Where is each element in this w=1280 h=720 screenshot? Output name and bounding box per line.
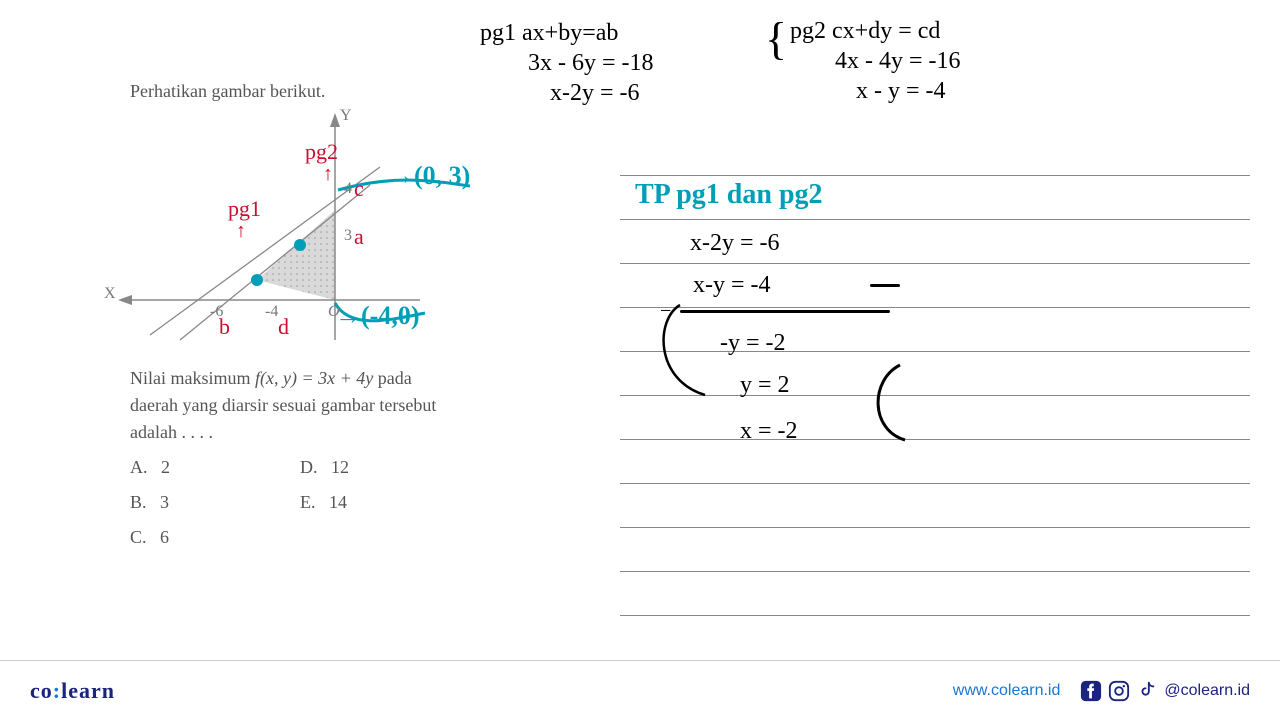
q-line3: adalah . . . .	[130, 422, 213, 442]
brand-logo: co:learn	[30, 678, 115, 704]
c-label: c	[354, 177, 364, 201]
facebook-icon[interactable]	[1080, 680, 1102, 702]
connector-curve	[650, 290, 750, 410]
tp-header: TP pg1 dan pg2	[635, 180, 823, 211]
problem-prompt: Perhatikan gambar berikut.	[130, 78, 600, 105]
axis-x-label: X	[104, 285, 116, 303]
option-b: B. 3	[130, 489, 300, 516]
option-a: A. 2	[130, 454, 300, 481]
brace-icon: {	[765, 14, 787, 65]
a-label: a	[354, 225, 364, 249]
b-label: b	[219, 315, 230, 339]
q-suf1: pada	[373, 368, 411, 388]
tiktok-icon[interactable]	[1136, 680, 1158, 702]
pg2-label: pg2	[305, 140, 338, 164]
tick-y4: 4	[344, 180, 352, 198]
work5: x = -2	[740, 418, 798, 444]
pg2-arrow: ↑	[323, 163, 333, 185]
pt-m4-0: →(-4,0)	[335, 302, 419, 331]
q-prefix: Nilai maksimum	[130, 368, 255, 388]
hw-top2b: 4x - 4y = -16	[835, 48, 961, 74]
footer-right: www.colearn.id @colearn.id	[953, 680, 1250, 702]
hw-top2c: x - y = -4	[856, 78, 946, 104]
socials-group: @colearn.id	[1080, 680, 1250, 702]
tick-mark	[870, 284, 900, 287]
tick-x-m4: -4	[265, 303, 278, 321]
q-func: f(x, y) = 3x + 4y	[255, 368, 373, 388]
footer-bar: co:learn www.colearn.id @colearn.id	[0, 660, 1280, 720]
tick-y3: 3	[344, 227, 352, 245]
d-label: d	[278, 315, 289, 339]
hw-top1a: pg1 ax+by=ab	[480, 20, 618, 46]
graph-figure: X Y 4 3 -6 -4 O pg1 ↑ pg2 ↑ c a b d →(0,…	[110, 105, 470, 350]
social-handle: @colearn.id	[1164, 682, 1250, 700]
axis-y-label: Y	[340, 107, 352, 125]
q-line2: daerah yang diarsir sesuai gambar terseb…	[130, 395, 436, 415]
pg1-label: pg1	[228, 197, 261, 221]
option-d: D. 12	[300, 454, 470, 481]
options-grid: A. 2 D. 12 B. 3 E. 14 C. 6	[130, 454, 600, 551]
hw-top1b: 3x - 6y = -18	[528, 50, 654, 76]
brand-prefix: co	[30, 678, 53, 703]
pt-0-3: →(0, 3)	[388, 162, 470, 191]
problem-question: Nilai maksimum f(x, y) = 3x + 4y pada da…	[130, 365, 600, 446]
hw-top1c: x-2y = -6	[550, 80, 640, 106]
option-e: E. 14	[300, 489, 470, 516]
brand-dot: :	[53, 678, 61, 703]
pg1-arrow: ↑	[236, 220, 246, 242]
instagram-icon[interactable]	[1108, 680, 1130, 702]
paren-curve	[860, 360, 930, 450]
footer-url[interactable]: www.colearn.id	[953, 682, 1061, 700]
brand-suffix: learn	[61, 678, 115, 703]
hw-top2a: pg2 cx+dy = cd	[790, 18, 940, 44]
work1: x-2y = -6	[690, 230, 780, 256]
option-c: C. 6	[130, 524, 300, 551]
